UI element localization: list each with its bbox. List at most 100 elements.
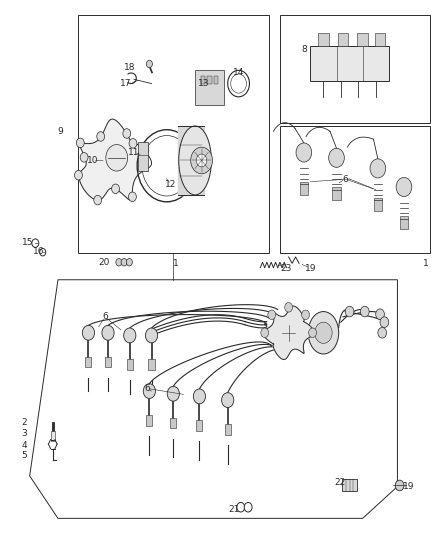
- Circle shape: [143, 384, 155, 399]
- Circle shape: [196, 154, 207, 167]
- Ellipse shape: [308, 312, 339, 354]
- Circle shape: [237, 503, 245, 512]
- Circle shape: [380, 317, 389, 327]
- Circle shape: [296, 143, 312, 162]
- Text: 6: 6: [144, 384, 150, 393]
- Circle shape: [124, 328, 136, 343]
- Circle shape: [376, 309, 385, 319]
- Ellipse shape: [179, 126, 212, 195]
- Bar: [78, 14, 269, 253]
- Text: 16: 16: [33, 247, 44, 256]
- Circle shape: [102, 325, 114, 340]
- Bar: [50, 431, 55, 441]
- Bar: [332, 187, 341, 200]
- Bar: [375, 33, 385, 46]
- Text: 15: 15: [22, 238, 33, 247]
- Bar: [280, 126, 430, 253]
- Circle shape: [116, 259, 122, 266]
- Circle shape: [128, 192, 136, 201]
- Text: 19: 19: [305, 264, 316, 272]
- Circle shape: [74, 171, 82, 180]
- Text: 6: 6: [343, 174, 348, 183]
- Circle shape: [167, 386, 180, 401]
- Circle shape: [142, 135, 191, 196]
- Circle shape: [378, 327, 387, 338]
- Circle shape: [309, 328, 317, 337]
- Circle shape: [193, 389, 205, 404]
- Bar: [127, 359, 133, 370]
- Circle shape: [231, 74, 247, 93]
- Text: 18: 18: [124, 63, 135, 72]
- Bar: [399, 216, 408, 229]
- Text: 1: 1: [173, 260, 178, 268]
- Text: 8: 8: [301, 45, 307, 54]
- Text: 6: 6: [102, 312, 108, 321]
- Bar: [318, 33, 328, 46]
- Bar: [105, 357, 111, 367]
- Bar: [300, 182, 308, 195]
- Circle shape: [129, 139, 137, 148]
- Circle shape: [106, 144, 127, 171]
- Circle shape: [123, 128, 131, 138]
- Bar: [338, 33, 348, 46]
- Bar: [196, 420, 202, 431]
- Circle shape: [345, 306, 354, 317]
- Bar: [342, 479, 357, 491]
- Circle shape: [315, 322, 332, 343]
- Text: 11: 11: [128, 148, 140, 157]
- Circle shape: [228, 70, 250, 97]
- Circle shape: [370, 159, 386, 178]
- Circle shape: [146, 60, 152, 68]
- Circle shape: [268, 310, 276, 320]
- Circle shape: [285, 303, 293, 312]
- Bar: [148, 359, 155, 370]
- Circle shape: [191, 147, 212, 174]
- Circle shape: [76, 138, 84, 148]
- Bar: [357, 33, 368, 46]
- Text: 21: 21: [229, 505, 240, 514]
- Bar: [85, 357, 92, 367]
- Circle shape: [82, 325, 95, 340]
- Text: 17: 17: [120, 79, 131, 88]
- Circle shape: [302, 310, 310, 320]
- Circle shape: [261, 328, 268, 337]
- Text: 10: 10: [87, 156, 99, 165]
- Circle shape: [141, 146, 149, 155]
- Bar: [280, 14, 430, 123]
- Circle shape: [97, 132, 105, 141]
- Text: 14: 14: [233, 68, 244, 77]
- Circle shape: [145, 328, 158, 343]
- Circle shape: [126, 259, 132, 266]
- Text: 22: 22: [334, 478, 346, 487]
- Bar: [201, 76, 205, 84]
- Text: 5: 5: [21, 451, 27, 461]
- Bar: [214, 76, 218, 84]
- Text: 1: 1: [423, 260, 429, 268]
- Bar: [225, 424, 231, 434]
- Circle shape: [222, 393, 234, 408]
- Bar: [138, 142, 148, 171]
- Circle shape: [395, 480, 404, 491]
- Bar: [170, 418, 177, 428]
- Circle shape: [244, 503, 252, 512]
- Circle shape: [40, 248, 46, 256]
- Text: 20: 20: [98, 258, 110, 266]
- Text: 3: 3: [21, 429, 27, 438]
- Text: 23: 23: [281, 264, 292, 272]
- Bar: [207, 76, 212, 84]
- Text: 4: 4: [21, 441, 27, 450]
- Text: 2: 2: [21, 418, 27, 427]
- Text: 12: 12: [166, 180, 177, 189]
- Circle shape: [121, 259, 127, 266]
- Bar: [374, 198, 382, 211]
- FancyBboxPatch shape: [195, 70, 224, 105]
- Circle shape: [32, 239, 39, 247]
- Text: 9: 9: [57, 127, 63, 136]
- Circle shape: [137, 130, 196, 202]
- Bar: [311, 46, 389, 81]
- Polygon shape: [30, 280, 397, 519]
- Circle shape: [94, 195, 102, 205]
- Circle shape: [80, 152, 88, 162]
- Bar: [146, 415, 152, 425]
- Polygon shape: [262, 306, 315, 359]
